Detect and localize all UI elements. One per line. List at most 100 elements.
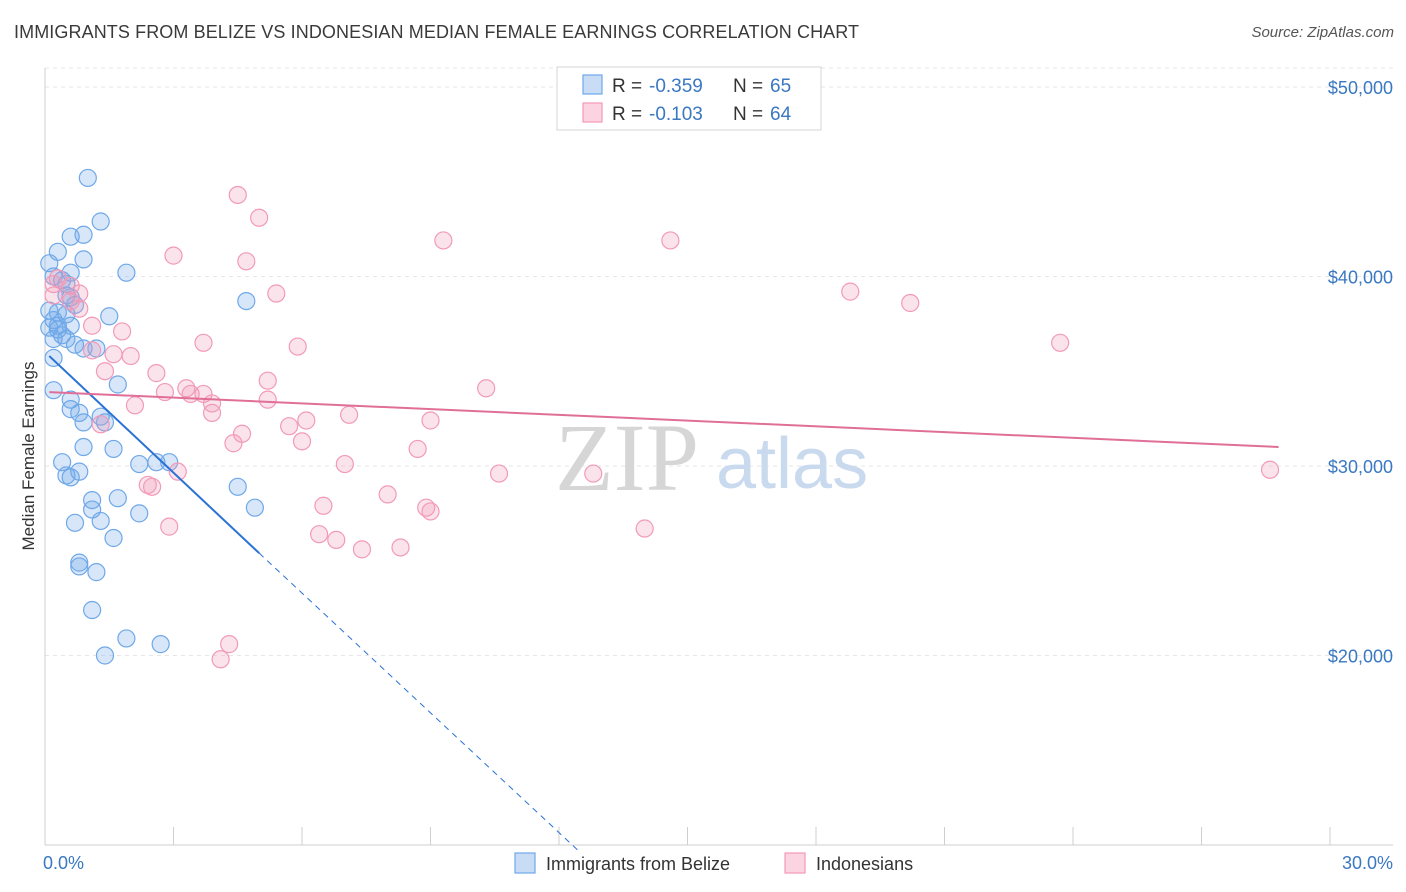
data-point-indonesians — [220, 635, 239, 654]
data-point-indonesians — [340, 405, 359, 424]
data-point-belize — [48, 320, 67, 339]
data-point-belize — [74, 437, 93, 457]
x-tick-label-min: 0.0% — [43, 853, 84, 873]
data-point-belize — [100, 307, 119, 326]
grid — [45, 67, 1393, 656]
data-point-belize — [61, 400, 80, 419]
data-point-indonesians — [211, 650, 230, 669]
data-point-belize — [74, 413, 93, 432]
data-point-belize — [44, 329, 63, 349]
data-point-belize — [87, 563, 106, 582]
data-point-indonesians — [421, 502, 440, 521]
x-tick-label-max: 30.0% — [1342, 853, 1393, 873]
watermark-zip: ZIP — [555, 404, 699, 511]
data-point-indonesians — [584, 464, 603, 483]
data-point-indonesians — [477, 379, 496, 398]
data-point-belize — [95, 646, 115, 665]
data-point-belize — [78, 168, 97, 188]
y-tick-label: $40,000 — [1328, 267, 1393, 287]
watermark-atlas: atlas — [716, 424, 868, 504]
series-legend-swatch-indonesians — [784, 852, 806, 874]
data-point-indonesians — [70, 299, 89, 318]
legend-r-label-belize: R = — [612, 76, 642, 97]
data-point-indonesians — [1051, 333, 1070, 352]
data-point-indonesians — [147, 364, 166, 383]
data-point-indonesians — [901, 293, 920, 313]
data-point-belize — [117, 263, 136, 282]
data-point-indonesians — [661, 231, 680, 250]
data-point-indonesians — [310, 525, 329, 544]
data-point-indonesians — [421, 411, 440, 430]
data-point-belize — [91, 511, 110, 531]
data-point-indonesians — [95, 362, 115, 381]
y-tick-label: $20,000 — [1328, 646, 1393, 666]
data-point-indonesians — [125, 396, 145, 415]
chart-title: IMMIGRANTS FROM BELIZE VS INDONESIAN MED… — [14, 22, 860, 42]
data-point-indonesians — [335, 454, 354, 474]
data-point-indonesians — [391, 538, 410, 557]
trend-lines — [48, 355, 1279, 853]
data-point-indonesians — [164, 246, 183, 265]
data-point-belize — [74, 250, 93, 269]
data-point-indonesians — [267, 284, 286, 303]
data-point-indonesians — [104, 345, 123, 364]
data-point-indonesians — [297, 411, 316, 430]
data-point-indonesians — [434, 231, 453, 250]
data-point-belize — [104, 439, 123, 459]
legend-n-label-belize: N = — [733, 76, 763, 97]
data-point-belize — [147, 453, 166, 472]
data-point-indonesians — [280, 417, 299, 436]
axes — [44, 68, 1393, 846]
data-point-indonesians — [142, 477, 162, 496]
data-point-indonesians — [121, 346, 140, 366]
data-point-indonesians — [258, 371, 277, 390]
data-point-belize — [61, 390, 80, 409]
data-point-indonesians — [160, 517, 179, 536]
data-point-indonesians — [83, 316, 102, 335]
watermark: ZIP atlas — [555, 404, 868, 511]
data-point-indonesians — [44, 286, 63, 305]
legend-r-value-belize: -0.359 — [649, 76, 703, 97]
legend-n-value-belize: 65 — [770, 76, 791, 97]
data-point-indonesians — [408, 439, 427, 459]
data-point-indonesians — [635, 519, 654, 538]
series-legend-label-belize: Immigrants from Belize — [546, 854, 730, 874]
legend-r-label-indonesians: R = — [612, 104, 642, 125]
y-axis-label: Median Female Earnings — [19, 362, 38, 551]
data-point-indonesians — [288, 337, 307, 356]
data-point-indonesians — [352, 540, 372, 559]
data-point-indonesians — [1260, 460, 1280, 479]
legend-n-value-indonesians: 64 — [770, 104, 792, 125]
data-point-belize — [70, 403, 89, 423]
source-label: Source: ZipAtlas.com — [1251, 24, 1394, 41]
legend-swatch-indonesians — [582, 102, 603, 123]
data-point-indonesians — [292, 432, 312, 451]
data-point-indonesians — [224, 434, 243, 453]
trend-line-belize-extension — [258, 552, 581, 853]
data-point-belize — [83, 490, 102, 510]
data-point-belize — [44, 348, 63, 368]
data-point-indonesians — [378, 485, 397, 504]
data-point-belize — [65, 513, 85, 532]
data-point-indonesians — [841, 282, 860, 301]
data-point-indonesians — [202, 403, 222, 423]
data-point-belize — [91, 212, 110, 231]
data-point-indonesians — [83, 341, 102, 360]
data-point-belize — [130, 454, 149, 474]
data-point-belize — [70, 557, 89, 576]
stats-legend: R = -0.359 N = 65 R = -0.103 N = 64 — [556, 66, 822, 131]
data-point-indonesians — [237, 252, 256, 271]
data-point-belize — [245, 498, 264, 517]
data-point-belize — [237, 292, 256, 311]
legend-n-label-indonesians: N = — [733, 104, 763, 125]
legend-swatch-belize — [582, 74, 603, 95]
data-point-indonesians — [258, 390, 277, 409]
data-point-indonesians — [314, 496, 333, 515]
data-point-belize — [44, 381, 63, 400]
series-legend-swatch-belize — [514, 852, 536, 874]
data-point-belize — [108, 489, 127, 508]
data-point-belize — [74, 225, 93, 244]
data-point-indonesians — [168, 462, 187, 481]
y-tick-label: $30,000 — [1328, 457, 1393, 477]
